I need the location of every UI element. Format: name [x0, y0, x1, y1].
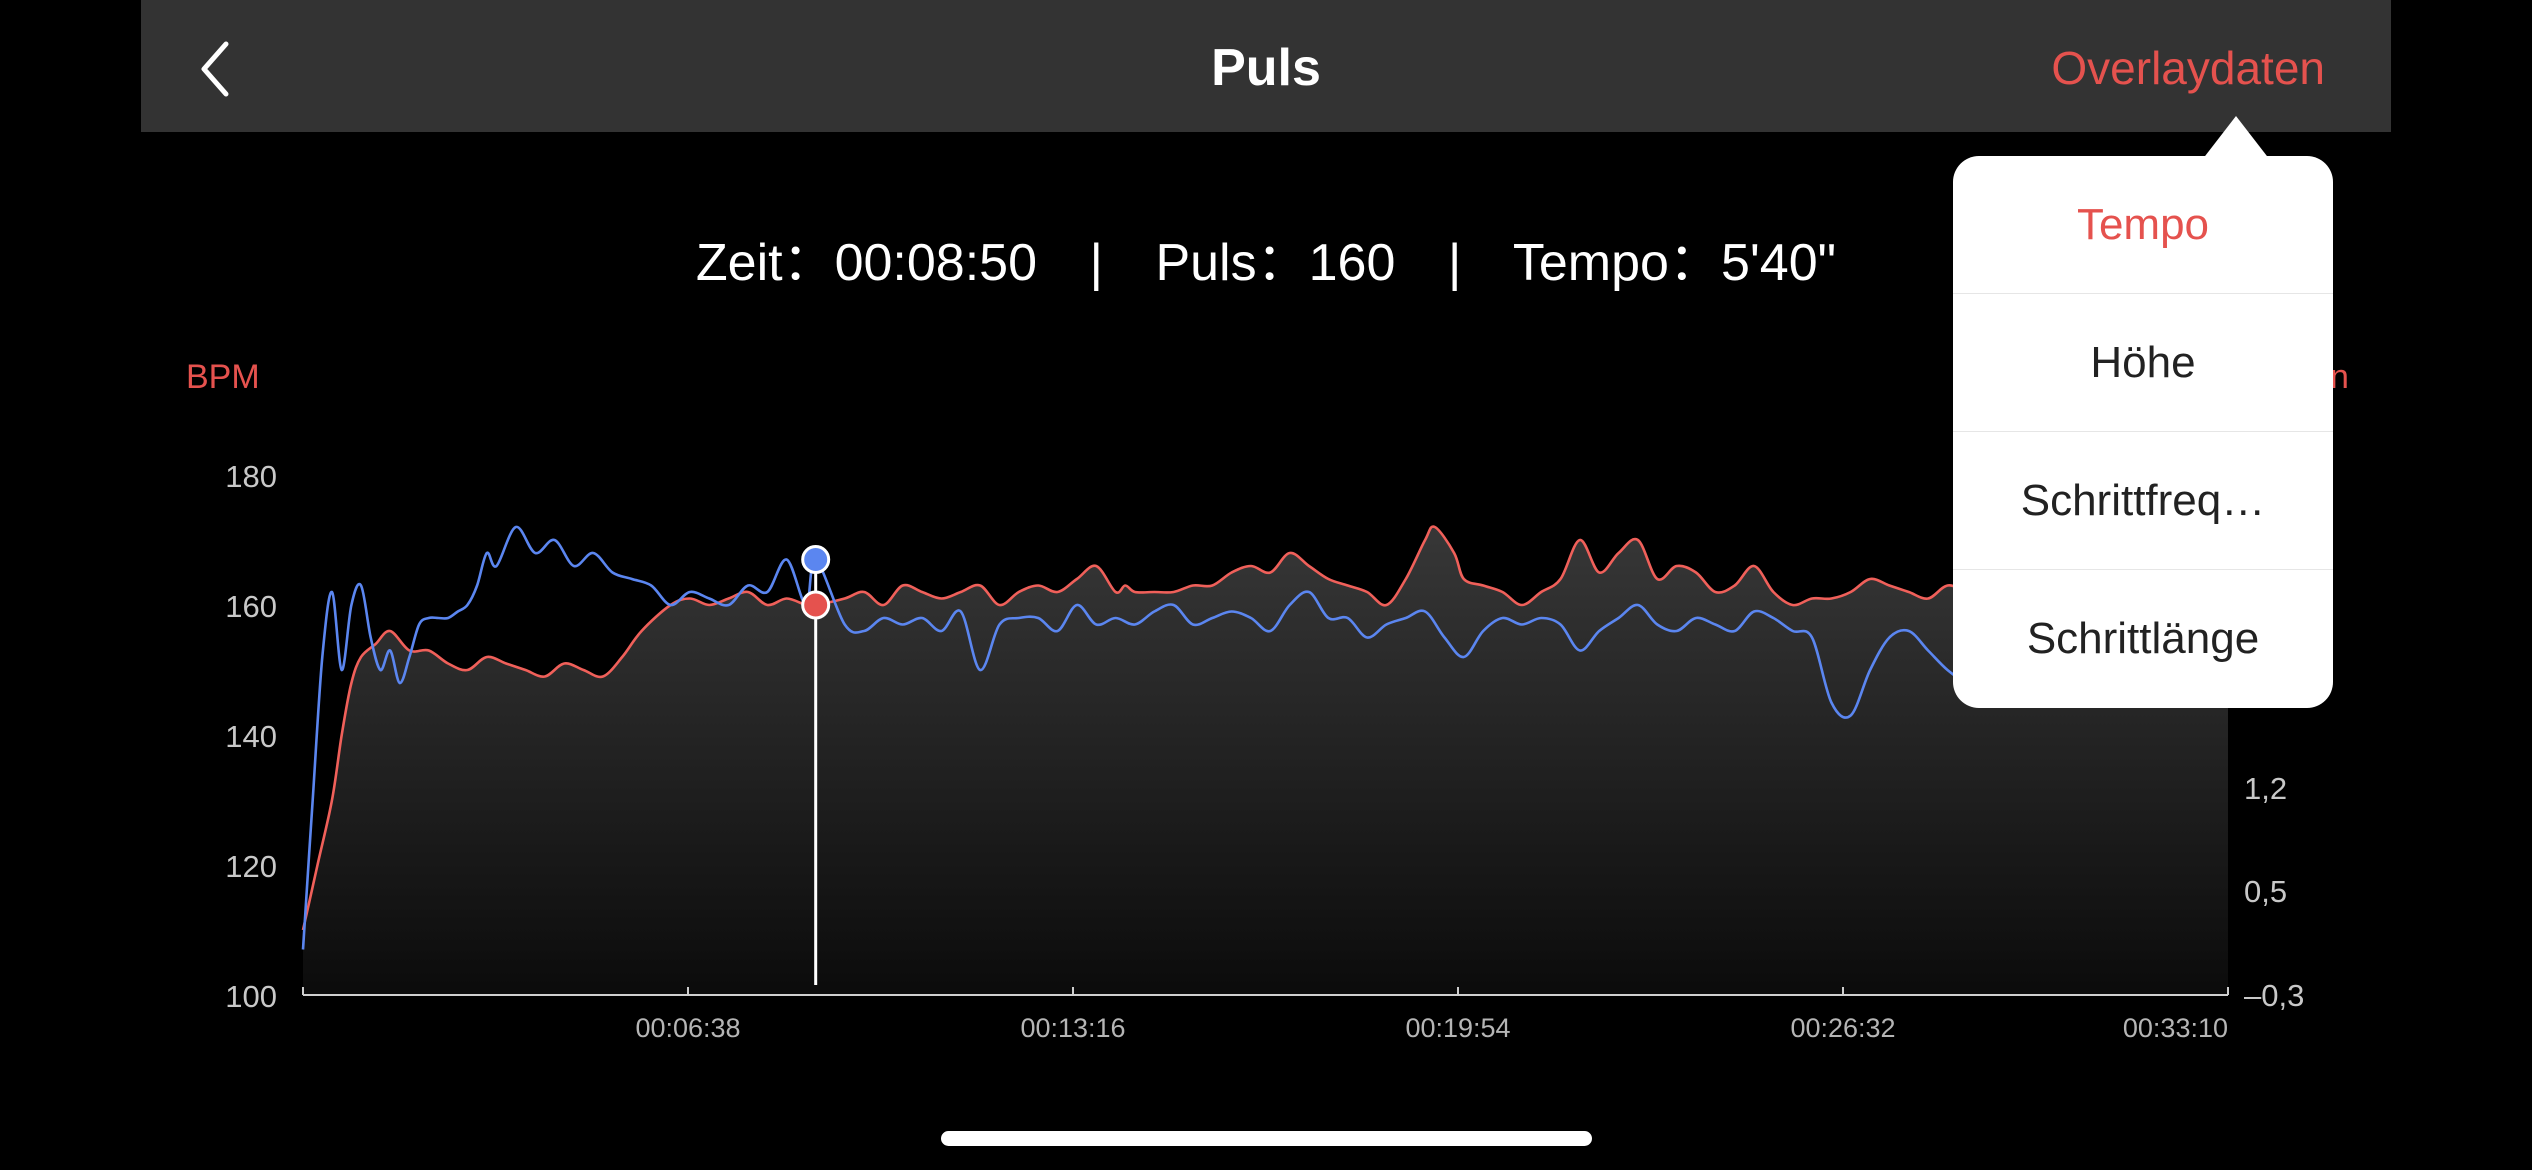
- y-tick-label: 160: [225, 589, 277, 624]
- menu-item-1[interactable]: Höhe: [1953, 294, 2333, 432]
- menu-item-2[interactable]: Schrittfreq…: [1953, 432, 2333, 570]
- time-value: 00:08:50: [834, 234, 1038, 292]
- readout-separator: |: [1089, 234, 1103, 292]
- overlay-data-button[interactable]: Overlaydaten: [2051, 42, 2325, 94]
- y-tick-label: 120: [225, 849, 277, 884]
- y-tick-label: 140: [225, 719, 277, 754]
- dropdown-caret: [2202, 116, 2270, 160]
- cursor-readout: Zeit：00:08:50 | Puls：160 | Tempo：5'40": [0, 220, 2532, 295]
- x-tick-label: 00:26:32: [1790, 1013, 1895, 1043]
- home-indicator[interactable]: [941, 1131, 1592, 1146]
- menu-item-3[interactable]: Schrittlänge: [2026, 614, 2260, 663]
- x-tick-label: 00:33:10: [2123, 1013, 2228, 1043]
- pulse-series-line: [301, 525, 2229, 931]
- menu-item-0[interactable]: Tempo: [1953, 156, 2333, 294]
- overlay-cursor-dot: [801, 545, 831, 574]
- pulse-label: Puls：: [1155, 234, 1309, 292]
- x-tick-label: 00:06:38: [635, 1013, 740, 1043]
- time-label: Zeit：: [695, 234, 835, 292]
- x-tick-label: 00:13:16: [1020, 1013, 1125, 1043]
- y2-tick-label: 0,5: [2244, 874, 2287, 909]
- left-axis-unit: BPM: [186, 358, 260, 396]
- pulse-value: 160: [1308, 234, 1396, 292]
- y-tick-label: 180: [225, 459, 277, 494]
- back-button[interactable]: [186, 34, 246, 104]
- y2-tick-label: –0,3: [2244, 978, 2304, 1013]
- pace-label: Tempo：: [1512, 234, 1721, 292]
- pulse-area-fill: [303, 526, 2228, 995]
- pulse-cursor-dot: [801, 590, 831, 620]
- x-tick-label: 00:19:54: [1405, 1013, 1510, 1043]
- readout-separator: |: [1447, 234, 1462, 292]
- overlay-series-line: [301, 525, 2229, 950]
- right-axis-unit: n: [2330, 358, 2349, 396]
- overlay-data-menu: Tempo Höhe Schrittfreq… Schrittlänge: [1953, 156, 2333, 708]
- y2-tick-label: 1,2: [2244, 771, 2287, 806]
- y-tick-label: 100: [225, 979, 277, 1014]
- pace-value: 5'40": [1720, 234, 1837, 292]
- chevron-left-icon: [201, 41, 229, 97]
